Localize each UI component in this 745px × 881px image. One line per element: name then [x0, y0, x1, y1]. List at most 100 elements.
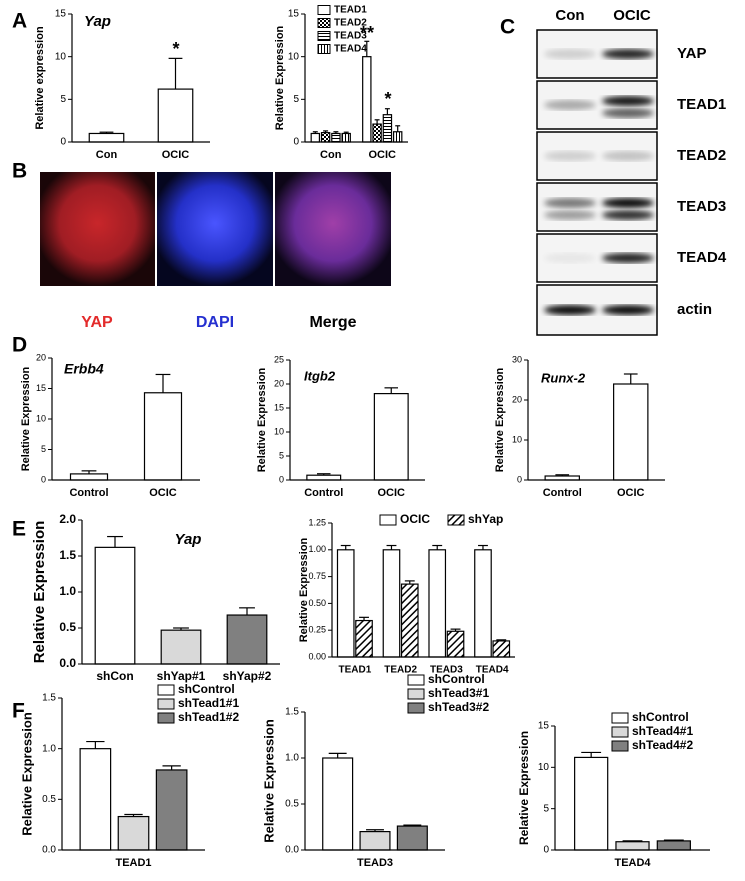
bar [574, 756, 609, 851]
y-axis-label: Relative Expression [517, 731, 531, 845]
y-tick-label: 0.0 [59, 656, 76, 670]
y-tick-label: 5 [60, 94, 66, 105]
y-tick-label: 20 [274, 378, 284, 388]
blot-band [544, 253, 596, 263]
y-tick-label: 10 [274, 426, 284, 436]
y-tick-label: 10 [36, 413, 46, 423]
x-tick-label: TEAD3 [430, 665, 463, 676]
y-axis-label: Relative Expression [261, 719, 276, 843]
y-tick-label: 5 [293, 94, 299, 105]
y-tick-label: 1.0 [42, 743, 56, 754]
y-tick-label: 0 [293, 137, 299, 148]
y-tick-label: 0 [279, 474, 284, 484]
legend-label: TEAD1 [334, 5, 367, 16]
annotation: * [384, 89, 391, 109]
bar [306, 474, 342, 481]
x-tick-label: OCIC [369, 149, 397, 161]
y-tick-label: 1.25 [308, 517, 326, 527]
panel-c: Con OCIC YAP TEAD1 TEAD2 TEAD3 TEAD4 actin [536, 7, 727, 336]
blot-band [602, 253, 654, 263]
bar [336, 549, 355, 658]
legend-label: shYap [468, 512, 503, 526]
bar [160, 629, 202, 665]
blot-row-label: TEAD3 [677, 198, 726, 215]
panel-label: E [12, 518, 26, 541]
blot-band [544, 305, 596, 315]
bar [613, 383, 649, 481]
y-tick-label: 1.5 [285, 707, 299, 718]
legend-label: shTead1#1 [178, 696, 239, 710]
bar [446, 630, 465, 658]
blot-band [602, 198, 654, 208]
panel-b: YAP DAPI Merge [40, 172, 391, 331]
image-label: DAPI [196, 314, 234, 331]
bar [157, 88, 194, 143]
y-axis-label: Relative expression [34, 26, 46, 130]
bar [143, 392, 183, 481]
legend-label: shTead3#1 [428, 686, 489, 700]
x-tick-label: Control [69, 487, 108, 499]
x-tick-label: OCIC [149, 487, 177, 499]
bar [382, 114, 393, 143]
y-tick-label: 5 [279, 450, 284, 460]
chart-title: Itgb2 [304, 368, 336, 383]
y-axis-label: Relative Expression [256, 367, 268, 472]
legend-label: shControl [632, 710, 689, 724]
y-tick-label: 10 [538, 762, 550, 773]
x-tick-label: TEAD2 [384, 665, 417, 676]
y-tick-label: 20 [512, 394, 522, 404]
bar [341, 132, 351, 143]
y-axis-label: Relative Expression [31, 521, 48, 664]
chart-title: Yap [175, 531, 202, 548]
bar [69, 473, 109, 481]
x-tick-label: OCIC [378, 487, 406, 499]
x-tick-label: TEAD1 [338, 665, 371, 676]
y-tick-label: 20 [36, 352, 46, 362]
legend-swatch [157, 712, 175, 724]
x-tick-label: TEAD1 [115, 857, 151, 869]
blot-column: OCIC [613, 7, 651, 24]
blot-band [544, 210, 596, 220]
y-tick-label: 0 [41, 474, 46, 484]
bar [372, 123, 382, 143]
chart: 0 5 10 15 Relative expression Yap Con OCIC * [34, 9, 210, 161]
annotation: ** [360, 23, 374, 43]
y-tick-label: 15 [288, 9, 300, 20]
blot-band [602, 210, 654, 220]
y-tick-label: 0.0 [42, 845, 56, 856]
y-tick-label: 0.5 [285, 799, 299, 810]
blot-column: Con [555, 7, 584, 24]
blot-band [602, 151, 654, 161]
y-tick-label: 0.25 [308, 625, 326, 635]
y-tick-label: 15 [55, 9, 67, 20]
y-tick-label: 0.0 [285, 845, 299, 856]
bar [355, 619, 373, 658]
y-tick-label: 0.5 [59, 620, 76, 634]
x-tick-label: TEAD4 [476, 665, 509, 676]
y-tick-label: 1.0 [285, 753, 299, 764]
y-axis-label: Relative Expression [274, 25, 286, 130]
legend-label: shTead1#2 [178, 710, 239, 724]
bar [79, 748, 112, 851]
legend-swatch [611, 726, 629, 738]
bar [320, 132, 331, 143]
legend-label: TEAD4 [334, 44, 367, 55]
panel-label: B [12, 160, 27, 183]
y-tick-label: 0 [517, 474, 522, 484]
blot-row-label: actin [677, 301, 712, 318]
blot-band [544, 198, 596, 208]
bar [396, 825, 428, 851]
legend-swatch [317, 44, 331, 54]
y-tick-label: 1.5 [42, 693, 56, 704]
legend-label: shTead4#1 [632, 724, 693, 738]
blot-row-label: YAP [677, 45, 706, 62]
blot-band [602, 305, 654, 315]
y-tick-label: 0 [60, 137, 66, 148]
y-tick-label: 15 [274, 402, 284, 412]
legend-swatch [317, 5, 331, 15]
legend-swatch [317, 18, 331, 28]
y-tick-label: 10 [512, 434, 522, 444]
panel-label: C [500, 16, 515, 39]
